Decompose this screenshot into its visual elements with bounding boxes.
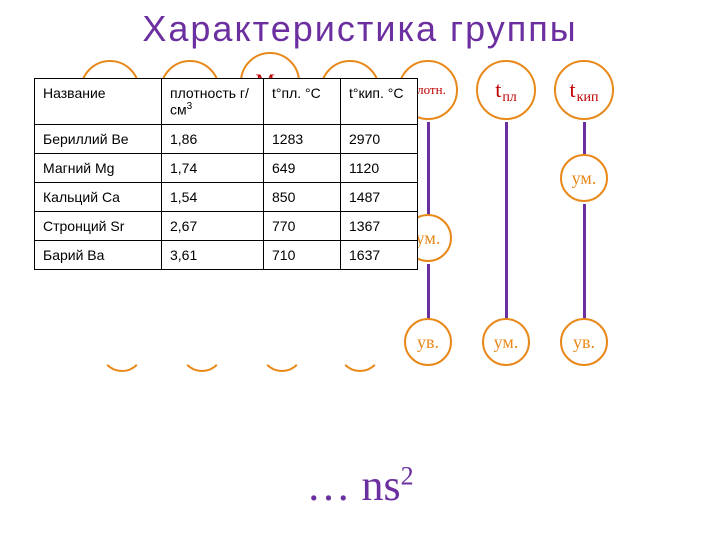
table-cell: 1487 bbox=[341, 182, 418, 211]
trend-arrow-line bbox=[505, 122, 508, 329]
table-cell: 649 bbox=[264, 153, 341, 182]
trend-label-circle: ув. bbox=[560, 318, 608, 366]
table-cell: 2,67 bbox=[162, 211, 264, 240]
table-cell: 3,61 bbox=[162, 240, 264, 269]
formula-base: … ns bbox=[306, 461, 400, 510]
table-cell: 2970 bbox=[341, 124, 418, 153]
trend-label-circle: ум. bbox=[560, 154, 608, 202]
formula-sup: 2 bbox=[401, 461, 414, 490]
circle-arc-icon bbox=[180, 328, 224, 372]
trend-label-text: ум. bbox=[572, 168, 597, 189]
trend-label-text: ум. bbox=[494, 332, 519, 353]
table-header-row: Названиеплотность г/см3t°пл. °Ct°кип. °C bbox=[35, 79, 418, 125]
table-cell: 850 bbox=[264, 182, 341, 211]
table-cell: 1637 bbox=[341, 240, 418, 269]
properties-table: Названиеплотность г/см3t°пл. °Ct°кип. °C… bbox=[34, 78, 418, 270]
table-cell: Кальций Ca bbox=[35, 182, 162, 211]
trend-arrow-line bbox=[583, 204, 586, 329]
table-header-cell: Название bbox=[35, 79, 162, 125]
table-row: Стронций Sr2,677701367 bbox=[35, 211, 418, 240]
circle-arc-icon bbox=[100, 328, 144, 372]
table-cell: 770 bbox=[264, 211, 341, 240]
table-row: Магний Mg1,746491120 bbox=[35, 153, 418, 182]
trend-label-text: ув. bbox=[417, 332, 439, 353]
circle-arc-icon bbox=[260, 328, 304, 372]
table-header-cell: t°пл. °C bbox=[264, 79, 341, 125]
table-cell: 710 bbox=[264, 240, 341, 269]
table-cell: 1,74 bbox=[162, 153, 264, 182]
top-circle-tkip: tкип bbox=[554, 60, 614, 120]
table-cell: Магний Mg bbox=[35, 153, 162, 182]
slide-canvas: { "title": "Характеристика группы", "tit… bbox=[0, 0, 720, 540]
table-row: Бериллий Be1,8612832970 bbox=[35, 124, 418, 153]
table-body: Бериллий Be1,8612832970Магний Mg1,746491… bbox=[35, 124, 418, 269]
electron-formula: … ns2 bbox=[0, 460, 720, 511]
trend-label-circle: ум. bbox=[482, 318, 530, 366]
circle-arc-icon bbox=[338, 328, 382, 372]
table-cell: 1120 bbox=[341, 153, 418, 182]
table-header-cell: плотность г/см3 bbox=[162, 79, 264, 125]
table-row: Барий Ba3,617101637 bbox=[35, 240, 418, 269]
table-cell: 1283 bbox=[264, 124, 341, 153]
table-cell: Барий Ba bbox=[35, 240, 162, 269]
table-cell: 1367 bbox=[341, 211, 418, 240]
slide-title: Характеристика группы bbox=[0, 8, 720, 50]
top-circle-tkip-label: tкип bbox=[570, 77, 599, 103]
table-row: Кальций Ca1,548501487 bbox=[35, 182, 418, 211]
trend-label-text: ув. bbox=[573, 332, 595, 353]
top-circle-tpl-label: tпл bbox=[495, 77, 517, 103]
trend-label-text: ум. bbox=[416, 228, 441, 249]
table-cell: 1,86 bbox=[162, 124, 264, 153]
table-cell: Стронций Sr bbox=[35, 211, 162, 240]
top-circle-tpl: tпл bbox=[476, 60, 536, 120]
trend-label-circle: ув. bbox=[404, 318, 452, 366]
table-cell: 1,54 bbox=[162, 182, 264, 211]
table-header-cell: t°кип. °C bbox=[341, 79, 418, 125]
table-cell: Бериллий Be bbox=[35, 124, 162, 153]
trend-arrow-line bbox=[427, 122, 430, 225]
